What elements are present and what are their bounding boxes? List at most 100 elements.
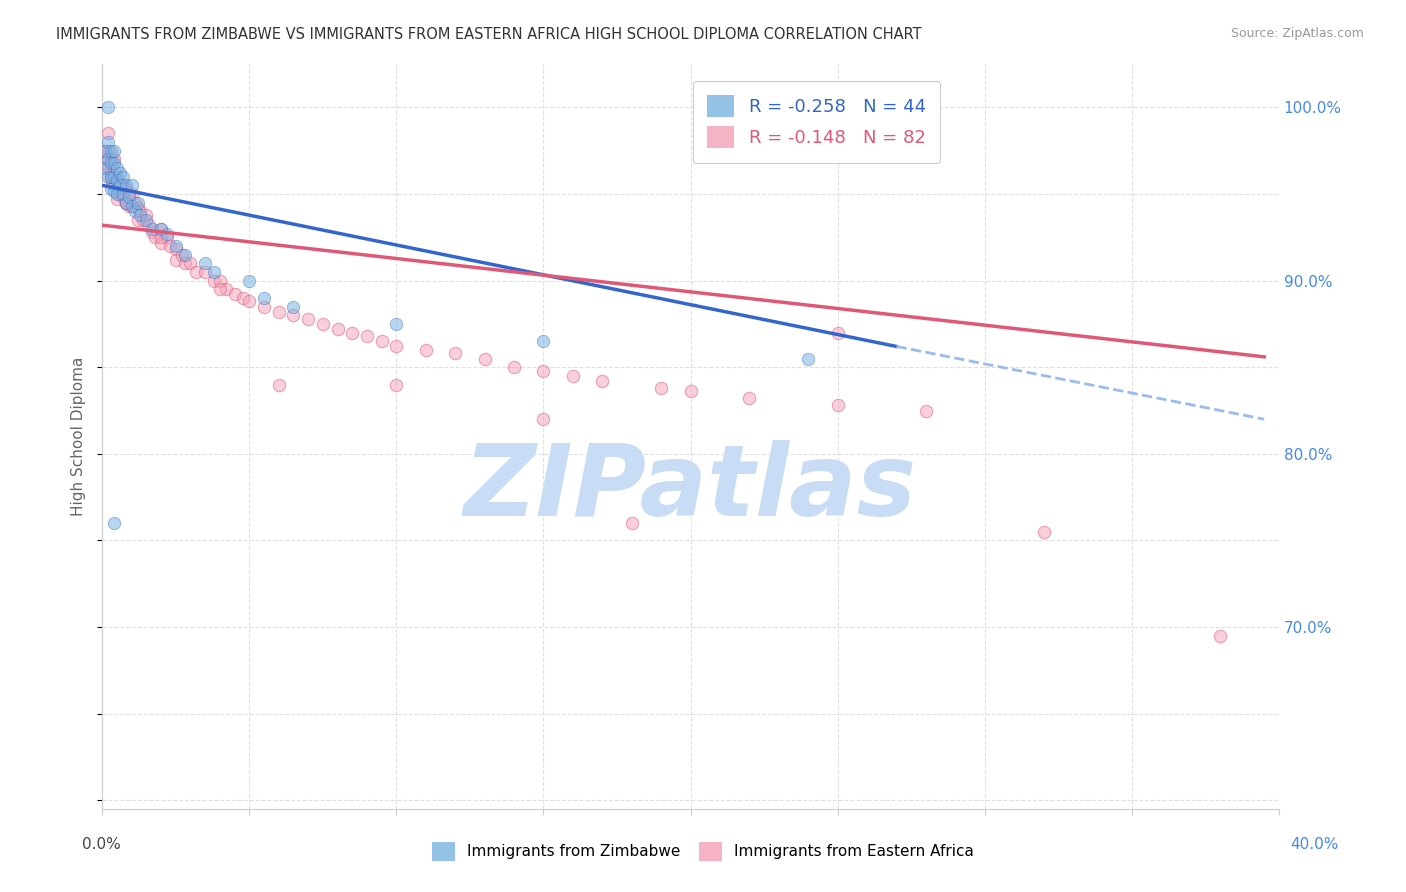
Point [135, 213, 157, 227]
Point [150, 221, 173, 235]
Point [100, 144, 122, 158]
Point [141, 225, 163, 239]
Point [100, 173, 122, 187]
Point [118, 199, 141, 213]
Point [267, 377, 290, 392]
Point [103, 164, 125, 178]
Point [312, 317, 335, 331]
Point [121, 199, 143, 213]
Point [159, 239, 181, 253]
Point [385, 317, 408, 331]
Point [224, 287, 246, 301]
Point [165, 243, 187, 257]
Point [283, 308, 305, 322]
Point [103, 169, 125, 184]
Text: IMMIGRANTS FROM ZIMBABWE VS IMMIGRANTS FROM EASTERN AFRICA HIGH SCHOOL DIPLOMA C: IMMIGRANTS FROM ZIMBABWE VS IMMIGRANTS F… [56, 27, 922, 42]
Point [111, 178, 134, 193]
Point [326, 322, 349, 336]
Legend: Immigrants from Zimbabwe, Immigrants from Eastern Africa: Immigrants from Zimbabwe, Immigrants fro… [425, 834, 981, 868]
Point [105, 182, 128, 196]
Point [253, 291, 276, 305]
Point [108, 186, 131, 201]
Y-axis label: High School Diploma: High School Diploma [72, 357, 86, 516]
Point [94, 161, 117, 175]
Point [194, 256, 217, 270]
Point [103, 153, 125, 167]
Point [94, 144, 117, 158]
Point [156, 230, 179, 244]
Point [738, 392, 761, 406]
Point [105, 173, 128, 187]
Point [238, 294, 260, 309]
Text: Source: ZipAtlas.com: Source: ZipAtlas.com [1230, 27, 1364, 40]
Point [915, 403, 938, 417]
Point [503, 360, 526, 375]
Point [121, 186, 143, 201]
Point [103, 156, 125, 170]
Point [202, 274, 225, 288]
Point [108, 166, 131, 180]
Point [105, 161, 128, 175]
Point [170, 247, 193, 261]
Text: ZIPatlas: ZIPatlas [464, 440, 917, 537]
Point [111, 169, 134, 184]
Point [105, 192, 128, 206]
Point [114, 195, 136, 210]
Point [356, 329, 378, 343]
Point [650, 381, 672, 395]
Point [620, 516, 643, 530]
Point [114, 178, 136, 193]
Point [561, 368, 583, 383]
Point [297, 311, 319, 326]
Point [127, 195, 149, 210]
Point [100, 153, 122, 167]
Point [103, 184, 125, 198]
Point [150, 230, 173, 244]
Point [103, 178, 125, 193]
Point [208, 282, 231, 296]
Point [114, 195, 136, 210]
Point [173, 256, 195, 270]
Point [129, 204, 152, 219]
Point [105, 169, 128, 184]
Point [1032, 524, 1054, 539]
Point [533, 334, 555, 349]
Text: 40.0%: 40.0% [1291, 838, 1339, 852]
Point [202, 265, 225, 279]
Point [415, 343, 437, 357]
Point [97, 161, 120, 175]
Point [97, 135, 120, 149]
Point [105, 186, 128, 201]
Point [797, 351, 820, 366]
Point [165, 252, 187, 267]
Point [127, 213, 149, 227]
Point [108, 178, 131, 193]
Point [283, 300, 305, 314]
Point [121, 178, 143, 193]
Point [533, 364, 555, 378]
Point [100, 169, 122, 184]
Point [342, 326, 364, 340]
Point [215, 282, 238, 296]
Point [97, 127, 120, 141]
Point [124, 195, 146, 210]
Point [100, 182, 122, 196]
Point [100, 156, 122, 170]
Point [827, 398, 849, 412]
Point [385, 377, 408, 392]
Point [103, 516, 125, 530]
Point [97, 153, 120, 167]
Point [108, 177, 131, 191]
Point [97, 100, 120, 114]
Point [150, 221, 173, 235]
Point [679, 384, 702, 399]
Point [179, 256, 201, 270]
Point [194, 265, 217, 279]
Point [238, 274, 260, 288]
Point [474, 351, 496, 366]
Point [124, 204, 146, 219]
Point [253, 300, 276, 314]
Point [103, 144, 125, 158]
Point [100, 169, 122, 184]
Point [138, 218, 160, 232]
